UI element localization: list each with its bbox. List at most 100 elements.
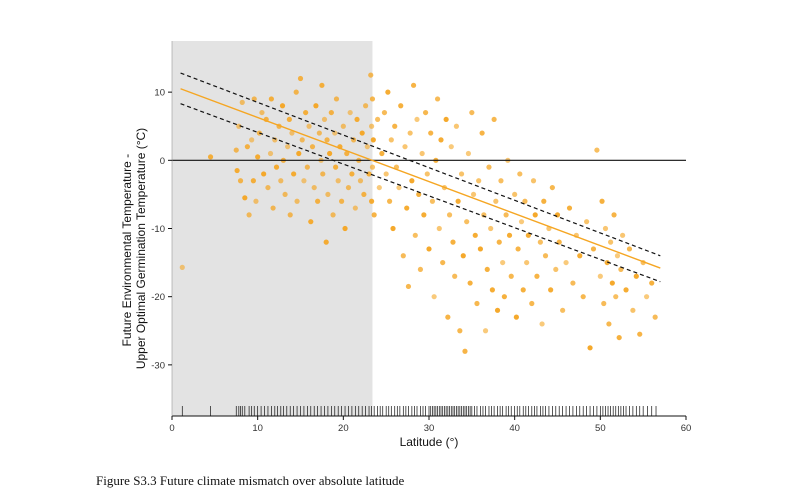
data-point [422,109,429,116]
data-point [324,137,330,143]
data-point [652,314,658,320]
data-point [287,212,293,218]
data-point [580,294,586,300]
data-point [620,232,626,238]
data-point [319,82,325,88]
data-point [506,232,513,238]
data-point [489,287,495,293]
data-point [482,328,489,334]
data-point [496,239,502,245]
data-point [513,314,519,320]
data-point [390,225,396,232]
data-point [368,72,374,78]
data-point [233,147,239,153]
data-point [396,184,402,191]
data-point [429,198,436,204]
data-point [409,178,415,184]
data-point [476,178,482,184]
data-point [316,130,322,136]
data-point [448,144,454,150]
data-point [537,239,543,245]
data-point [354,116,360,123]
data-point [626,246,633,252]
data-point [566,205,573,211]
data-point [386,198,393,204]
data-point [577,253,583,259]
data-point [434,96,441,102]
data-point [563,259,569,266]
data-point [417,266,424,273]
data-point [584,219,590,225]
data-point [357,178,364,184]
data-point [467,280,473,286]
x-tick-label: 0 [169,423,174,434]
data-point [520,287,526,293]
data-point [539,321,545,327]
data-point [407,130,413,136]
data-point [534,273,540,279]
data-point [347,109,353,116]
data-point [327,150,333,157]
data-point [359,130,365,136]
data-point [587,345,593,351]
x-tick-label: 40 [509,423,520,434]
confidence-interval-upper-line [180,72,661,257]
data-point [614,253,621,259]
data-point [321,116,328,123]
data-point [488,225,494,232]
data-point [421,212,427,218]
data-point [309,144,316,150]
data-point [445,314,451,320]
data-point [249,137,255,143]
data-point [286,116,292,123]
x-tick-label: 60 [681,423,692,434]
data-point [424,171,430,177]
data-point [649,280,655,286]
data-point [285,144,291,150]
data-point [323,239,329,245]
data-point [479,130,485,136]
data-point [289,130,295,136]
data-point [443,116,449,123]
data-point [436,225,442,232]
regression-fit-line [180,88,661,269]
data-point [270,205,276,211]
data-point [512,191,518,198]
y-axis-ticks: 10 0 -10 -20 -30 [151,88,172,371]
data-point [477,246,483,252]
data-point [342,225,348,232]
data-point [313,103,319,109]
data-point [325,191,331,198]
y-tick-label: -20 [151,292,165,303]
data-point [464,219,470,225]
data-point [207,154,214,160]
data-points [179,72,658,354]
data-point [361,191,367,198]
data-point [330,212,336,218]
data-point [428,130,434,136]
x-tick-label: 10 [252,423,263,434]
data-point [601,300,607,307]
data-point [267,150,274,157]
data-point [412,232,418,238]
data-point [606,321,612,327]
data-point [345,184,352,191]
data-point [532,212,538,218]
data-point [493,198,499,204]
data-point [363,103,369,109]
data-point [381,109,388,116]
data-point [306,123,312,129]
data-point [529,300,535,307]
y-tick-label: -30 [151,360,165,371]
data-point [375,116,381,123]
data-point [623,287,629,293]
data-point [398,103,404,109]
tropics-shaded-region [172,41,373,416]
data-point [369,198,375,204]
data-point [609,280,615,286]
data-point [524,259,530,266]
data-point [383,171,389,177]
data-point [340,123,346,129]
y-tick-label: 10 [154,88,165,99]
data-point [503,212,509,218]
